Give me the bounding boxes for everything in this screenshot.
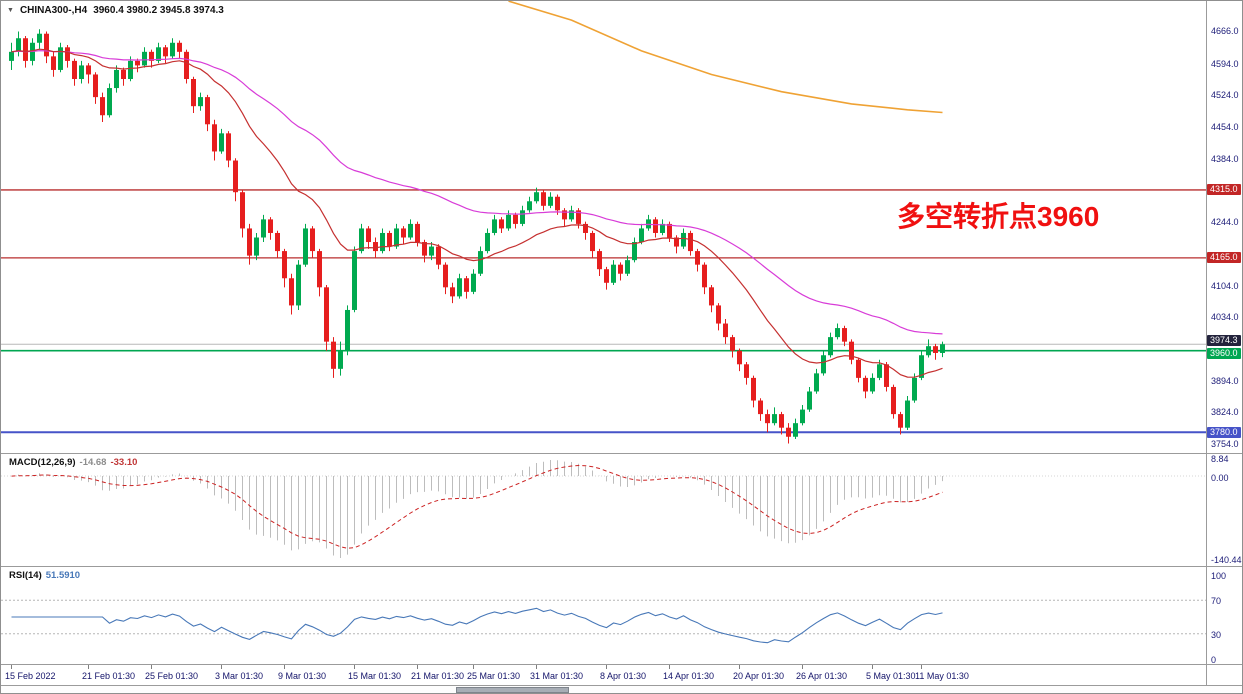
time-tick-mark — [536, 665, 537, 669]
time-tick-mark — [417, 665, 418, 669]
time-tick-mark — [284, 665, 285, 669]
time-tick-mark — [473, 665, 474, 669]
time-tick-label: 31 Mar 01:30 — [530, 671, 584, 681]
chart-scrollbar-track[interactable] — [1, 686, 1242, 693]
rsi-current-value: 51.5910 — [45, 570, 81, 581]
macd-signal-value: -33.10 — [110, 457, 138, 468]
time-tick-mark — [11, 665, 12, 669]
time-tick-label: 21 Feb 01:30 — [82, 671, 136, 681]
time-tick-mark — [88, 665, 89, 669]
price-axis-label: 3824.0 — [1211, 407, 1239, 418]
time-tick-label: 11 May 01:30 — [915, 671, 969, 681]
price-badge: 4315.0 — [1207, 184, 1241, 196]
time-tick-mark — [354, 665, 355, 669]
panel-divider-timeaxis-scrollbar — [1, 685, 1242, 686]
time-tick-label: 9 Mar 01:30 — [278, 671, 327, 681]
macd-panel-area[interactable] — [1, 454, 1206, 566]
time-tick-label: 15 Mar 01:30 — [348, 671, 402, 681]
price-axis[interactable]: 4666.0 4594.0 4524.0 4454.0 4384.0 4244.0 4104… — [1207, 1, 1242, 693]
macd-label-name: MACD(12,26,9) — [9, 457, 76, 468]
time-tick-label: 15 Feb 2022 — [5, 671, 56, 681]
time-tick-mark — [872, 665, 873, 669]
price-axis-label: 3894.0 — [1211, 375, 1239, 386]
price-badge: 4165.0 — [1207, 252, 1241, 264]
time-tick-label: 5 May 01:30 — [866, 671, 916, 681]
time-tick-label: 21 Mar 01:30 — [411, 671, 465, 681]
time-tick-label: 26 Apr 01:30 — [796, 671, 848, 681]
rsi-axis-label: 100 — [1211, 571, 1227, 581]
time-tick-label: 25 Feb 01:30 — [145, 671, 199, 681]
price-badge: 3780.0 — [1207, 426, 1241, 438]
price-axis-label: 3754.0 — [1211, 439, 1239, 449]
time-tick-label: 3 Mar 01:30 — [215, 671, 264, 681]
panel-divider-macd-rsi[interactable] — [1, 566, 1242, 567]
time-tick-mark — [739, 665, 740, 669]
time-tick-label: 14 Apr 01:30 — [663, 671, 715, 681]
macd-hist-value: -14.68 — [79, 457, 107, 468]
panel-divider-main-macd[interactable] — [1, 453, 1242, 454]
time-tick-mark — [151, 665, 152, 669]
price-badge: 3974.3 — [1207, 334, 1241, 346]
time-tick-mark — [802, 665, 803, 669]
macd-axis-label: -140.44 — [1211, 555, 1242, 565]
macd-axis-label: 8.84 — [1211, 454, 1229, 464]
price-axis-label: 4034.0 — [1211, 312, 1239, 323]
scrollbar-thumb[interactable] — [456, 687, 569, 693]
rsi-axis-label: 30 — [1211, 629, 1222, 640]
ohlc-values: 3960.4 3980.2 3945.8 3974.3 — [93, 5, 224, 16]
time-tick-mark — [606, 665, 607, 669]
price-axis-label: 4524.0 — [1211, 90, 1239, 101]
price-axis-label: 4104.0 — [1211, 280, 1239, 291]
time-tick-mark — [221, 665, 222, 669]
symbol-period-title: CHINA300-,H4 — [19, 5, 88, 16]
price-axis-label: 4666.0 — [1211, 26, 1239, 36]
chart-dropdown-triangle-icon[interactable]: ▼ — [7, 7, 14, 14]
symbol-ohlc-label: ▼ CHINA300-,H4 3960.4 3980.2 3945.8 3974… — [7, 5, 224, 16]
time-tick-mark — [669, 665, 670, 669]
panel-divider-rsi-timeaxis — [1, 664, 1242, 665]
price-axis-label: 4244.0 — [1211, 217, 1239, 228]
macd-indicator-label: MACD(12,26,9) -14.68 -33.10 — [9, 457, 141, 468]
rsi-axis-label: 70 — [1211, 596, 1222, 607]
time-tick-label: 20 Apr 01:30 — [733, 671, 785, 681]
price-axis-separator — [1206, 1, 1207, 685]
time-tick-mark — [921, 665, 922, 669]
macd-axis-label: 0.00 — [1211, 473, 1229, 484]
annotation-text: 多空转折点3960 — [897, 201, 1100, 232]
time-tick-label: 8 Apr 01:30 — [600, 671, 647, 681]
price-axis-label: 4594.0 — [1211, 58, 1239, 69]
time-tick-label: 25 Mar 01:30 — [467, 671, 521, 681]
price-badge: 3960.0 — [1207, 348, 1241, 360]
main-chart-area[interactable] — [1, 1, 1206, 454]
rsi-label-name: RSI(14) — [9, 570, 42, 581]
rsi-panel-area[interactable] — [1, 567, 1206, 664]
price-axis-label: 4454.0 — [1211, 122, 1239, 132]
rsi-axis-label: 0 — [1211, 655, 1217, 665]
price-axis-label: 4384.0 — [1211, 153, 1239, 164]
rsi-indicator-label: RSI(14) 51.5910 — [9, 570, 84, 581]
time-axis[interactable]: 15 Feb 2022 21 Feb 01:30 25 Feb 01:30 3 Mar… — [1, 665, 1206, 685]
